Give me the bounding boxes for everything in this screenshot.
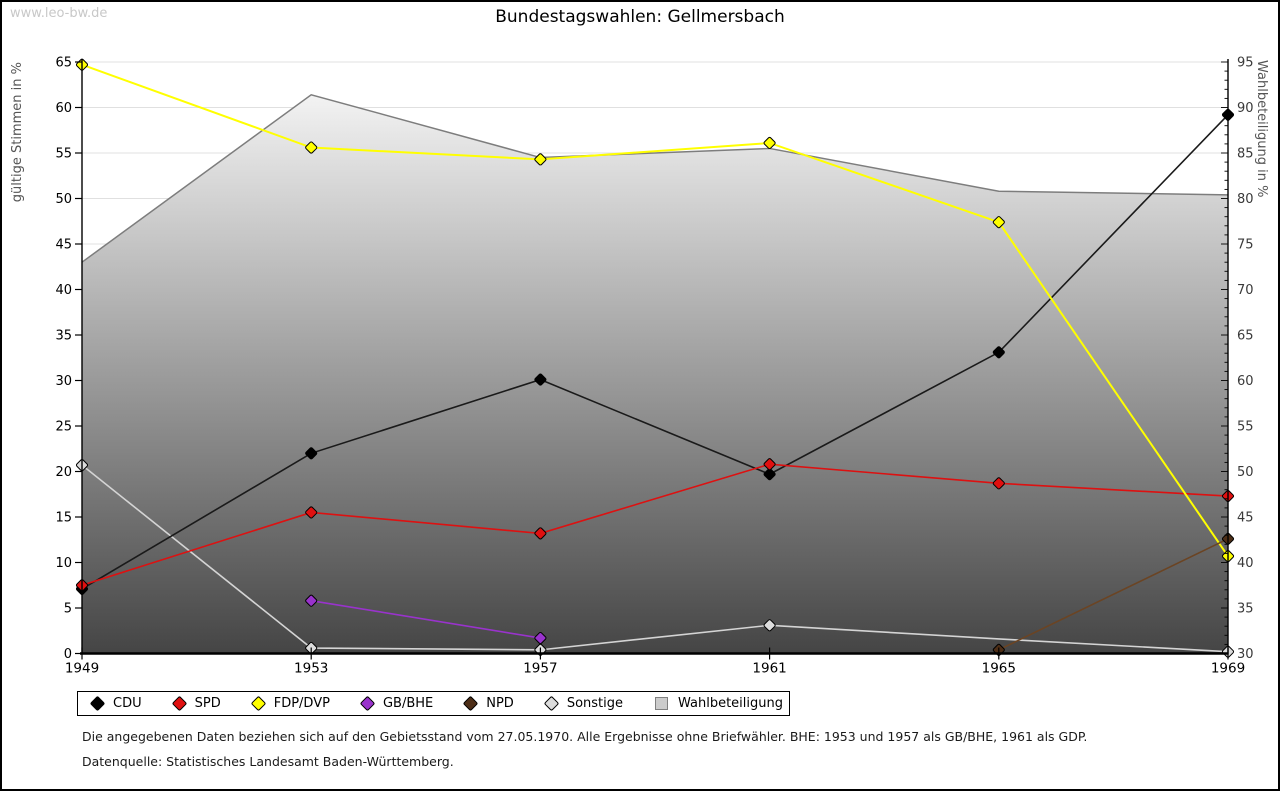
svg-text:55: 55: [55, 147, 72, 162]
legend-label: CDU: [113, 696, 142, 711]
svg-text:5: 5: [64, 602, 72, 617]
svg-text:45: 45: [55, 238, 72, 253]
svg-text:70: 70: [1237, 283, 1254, 298]
legend: CDU SPD FDP/DVP GB/BHE NPD Sonstige Wahl…: [77, 691, 790, 716]
svg-text:65: 65: [1237, 329, 1254, 344]
svg-text:35: 35: [55, 329, 72, 344]
wahlbeteiligung-square-icon: [655, 697, 668, 710]
svg-text:55: 55: [1237, 420, 1254, 435]
svg-text:15: 15: [55, 511, 72, 526]
svg-text:1965: 1965: [982, 661, 1016, 677]
gbbhe-diamond-icon: [359, 695, 376, 712]
svg-text:25: 25: [55, 420, 72, 435]
legend-label: GB/BHE: [382, 696, 434, 711]
svg-text:40: 40: [1237, 556, 1254, 571]
svg-text:1949: 1949: [65, 661, 99, 677]
svg-text:95: 95: [1237, 56, 1254, 71]
svg-text:35: 35: [1237, 602, 1254, 617]
svg-text:50: 50: [1237, 465, 1254, 480]
watermark: www.leo-bw.de: [10, 6, 108, 21]
right-axis-title: Wahlbeteiligung in %: [1254, 60, 1269, 198]
svg-text:20: 20: [55, 465, 72, 480]
svg-text:75: 75: [1237, 238, 1254, 253]
cdu-diamond-icon: [89, 695, 106, 712]
legend-item-fdp: FDP/DVP: [250, 695, 330, 712]
legend-label: SPD: [194, 696, 221, 711]
npd-diamond-icon: [462, 695, 479, 712]
series-CDU: [75, 108, 1235, 595]
svg-text:1953: 1953: [294, 661, 328, 677]
svg-text:80: 80: [1237, 192, 1254, 207]
svg-text:30: 30: [55, 374, 72, 389]
legend-label: Wahlbeteiligung: [678, 696, 784, 711]
svg-text:1969: 1969: [1211, 661, 1245, 677]
series-FDP-DVP: [75, 58, 1235, 563]
svg-text:1961: 1961: [752, 661, 786, 677]
fdp-diamond-icon: [250, 695, 266, 712]
svg-text:65: 65: [55, 56, 72, 71]
legend-item-npd: NPD: [462, 695, 514, 712]
svg-text:60: 60: [55, 101, 72, 116]
legend-label: NPD: [486, 696, 514, 711]
footnote-line1: Die angegebenen Daten beziehen sich auf …: [82, 729, 1088, 744]
footnote-line2: Datenquelle: Statistisches Landesamt Bad…: [82, 754, 454, 769]
legend-item-cdu: CDU: [89, 695, 142, 712]
legend-label: FDP/DVP: [273, 696, 330, 711]
axes: 0 5 10 15 20 25 30 35 40 45 50 55 60 65 1949 1953 1957 19…: [55, 56, 1253, 677]
svg-text:1957: 1957: [523, 661, 557, 677]
svg-text:30: 30: [1237, 647, 1254, 662]
legend-label: Sonstige: [566, 696, 623, 711]
spd-diamond-icon: [171, 695, 187, 712]
svg-text:45: 45: [1237, 511, 1254, 526]
svg-text:40: 40: [55, 283, 72, 298]
legend-item-sonstige: Sonstige: [543, 695, 623, 712]
page-title: Bundestagswahlen: Gellmersbach: [495, 7, 785, 27]
series-GB-BHE: [305, 594, 547, 645]
legend-item-spd: SPD: [171, 695, 221, 712]
participation-area: [81, 93, 1229, 654]
svg-text:10: 10: [55, 556, 72, 571]
svg-text:60: 60: [1237, 374, 1254, 389]
svg-text:50: 50: [55, 192, 72, 207]
legend-item-gbbhe: GB/BHE: [359, 695, 434, 712]
svg-text:85: 85: [1237, 147, 1254, 162]
legend-item-wahlbeteiligung: Wahlbeteiligung: [655, 696, 783, 711]
svg-text:0: 0: [64, 647, 72, 662]
sonstige-diamond-icon: [543, 695, 560, 712]
svg-text:90: 90: [1237, 101, 1254, 116]
